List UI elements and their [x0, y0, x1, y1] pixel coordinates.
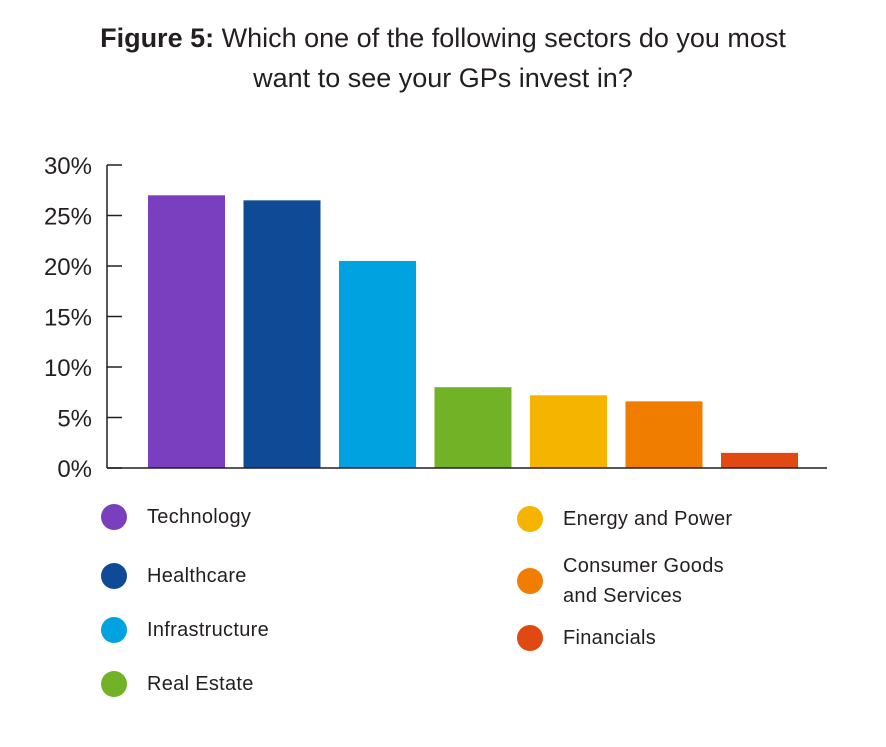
title-line-1: Which one of the following sectors do yo… [221, 23, 786, 53]
y-tick-label-15: 15% [44, 305, 92, 332]
y-tick-label-30: 30% [44, 153, 92, 180]
legend-label-technology: Technology [147, 506, 252, 528]
y-tick-label-5: 5% [57, 406, 92, 433]
y-tick-label-20: 20% [44, 254, 92, 281]
legend-swatch-consumer-goods-and-services [517, 568, 543, 594]
y-tick-label-10: 10% [44, 355, 92, 382]
bar-consumer-goods-and-services [625, 401, 703, 468]
bar-infrastructure [339, 260, 416, 468]
bar-financials [721, 452, 798, 468]
legend-swatch-financials [517, 625, 543, 651]
figure-label: Figure 5: [100, 23, 215, 53]
legend-label-real-estate: Real Estate [147, 673, 254, 695]
bar-energy-and-power [530, 395, 607, 468]
y-tick-label-25: 25% [44, 204, 92, 231]
legend-swatch-technology [101, 504, 127, 530]
bar-healthcare [243, 200, 321, 468]
title-line-2: want to see your GPs invest in? [253, 63, 633, 93]
legend-swatch-infrastructure [101, 617, 127, 643]
legend-item-technology: Technology [101, 502, 251, 532]
legend-label-consumer-goods-and-services: Consumer Goods and Services [563, 555, 724, 607]
legend-swatch-real-estate [101, 671, 127, 697]
legend-label-infrastructure: Infrastructure [147, 619, 270, 641]
legend-item-energy-and-power: Energy and Power [517, 504, 732, 534]
bar-real-estate [434, 387, 512, 468]
legend-item-healthcare: Healthcare [101, 561, 247, 591]
legend-label-financials: Financials [563, 627, 657, 649]
y-tick-label-0: 0% [57, 456, 92, 483]
legend-label-healthcare: Healthcare [147, 565, 247, 587]
bar-technology [148, 195, 225, 469]
legend-item-real-estate: Real Estate [101, 669, 254, 699]
legend-item-infrastructure: Infrastructure [101, 615, 269, 645]
legend-swatch-healthcare [101, 563, 127, 589]
chart-title: Figure 5: Which one of the following sec… [0, 18, 886, 98]
legend-item-financials: Financials [517, 623, 656, 653]
legend-swatch-energy-and-power [517, 506, 543, 532]
legend-item-consumer-goods-and-services: Consumer Goods and Services [517, 551, 724, 611]
legend-label-energy-and-power: Energy and Power [563, 508, 733, 530]
